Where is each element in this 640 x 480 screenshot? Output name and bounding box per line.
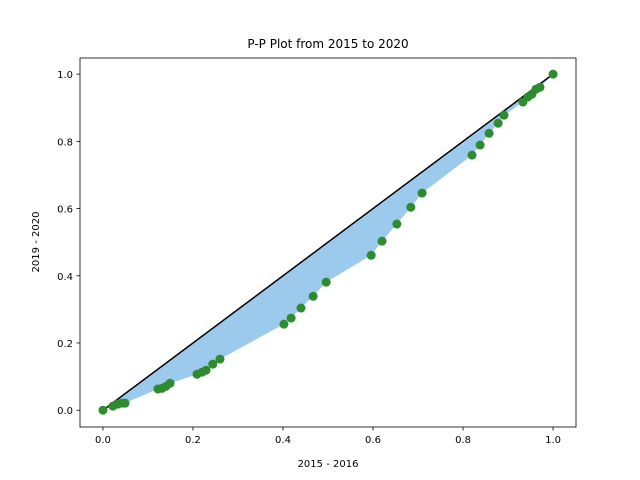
point (98, 405, 108, 415)
point (296, 303, 306, 313)
point (499, 110, 509, 120)
y-tick-label: 0.6 (57, 205, 73, 216)
x-tick-label: 1.0 (545, 435, 561, 446)
point (286, 313, 296, 323)
point (548, 69, 558, 79)
point (484, 128, 494, 138)
point (392, 219, 402, 229)
point (366, 250, 376, 260)
point (165, 378, 175, 388)
y-tick-label: 1.0 (57, 70, 73, 81)
plot-frame (79, 57, 577, 428)
y-axis-label: 2019 - 2020 (31, 212, 42, 273)
point (377, 236, 387, 246)
point (493, 118, 503, 128)
x-tick-label: 0.0 (95, 435, 111, 446)
point (208, 359, 218, 369)
point (467, 150, 477, 160)
point (475, 140, 485, 150)
y-tick-label: 0.8 (57, 137, 73, 148)
y-tick-label: 0.4 (57, 272, 73, 283)
point (417, 188, 427, 198)
chart-title: P-P Plot from 2015 to 2020 (247, 37, 408, 51)
point (308, 291, 318, 301)
y-tick-label: 0.2 (57, 339, 73, 350)
point (535, 82, 545, 92)
point (321, 277, 331, 287)
x-tick-label: 0.8 (455, 435, 471, 446)
reference-line (102, 73, 554, 411)
point (201, 365, 211, 375)
y-tick-label: 0.0 (57, 406, 73, 417)
point (279, 319, 289, 329)
x-tick-label: 0.6 (365, 435, 381, 446)
point (215, 354, 225, 364)
point (120, 398, 130, 408)
point (406, 202, 416, 212)
x-tick-label: 0.4 (275, 435, 291, 446)
x-tick-label: 0.2 (185, 435, 201, 446)
x-axis-label: 2015 - 2016 (298, 459, 359, 470)
